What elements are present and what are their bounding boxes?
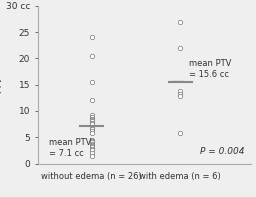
- Point: [90, 128, 94, 131]
- Point: [90, 123, 94, 126]
- Point: [90, 129, 94, 133]
- Text: mean PTV
= 15.6 cc: mean PTV = 15.6 cc: [189, 59, 231, 79]
- Point: [178, 89, 182, 93]
- Point: [90, 142, 94, 145]
- Text: mean PTV
= 7.1 cc: mean PTV = 7.1 cc: [49, 138, 91, 158]
- Point: [90, 146, 94, 149]
- Point: [90, 116, 94, 119]
- Point: [90, 121, 94, 124]
- Point: [90, 140, 94, 143]
- Point: [90, 149, 94, 152]
- Point: [90, 144, 94, 147]
- Point: [90, 114, 94, 117]
- Point: [90, 81, 94, 84]
- Point: [90, 54, 94, 57]
- Point: [90, 36, 94, 39]
- Point: [178, 131, 182, 135]
- Point: [90, 119, 94, 122]
- Point: [90, 117, 94, 120]
- Point: [90, 151, 94, 155]
- Text: P = 0.004: P = 0.004: [200, 147, 244, 156]
- Point: [178, 46, 182, 49]
- Point: [90, 120, 94, 123]
- Point: [90, 154, 94, 157]
- Point: [90, 138, 94, 141]
- Point: [178, 93, 182, 96]
- Point: [90, 141, 94, 144]
- Point: [178, 95, 182, 98]
- Point: [90, 99, 94, 102]
- Point: [90, 131, 94, 135]
- Point: [90, 126, 94, 129]
- Point: [90, 145, 94, 148]
- Point: [90, 147, 94, 150]
- Point: [178, 20, 182, 23]
- Y-axis label: PTV: PTV: [0, 76, 3, 93]
